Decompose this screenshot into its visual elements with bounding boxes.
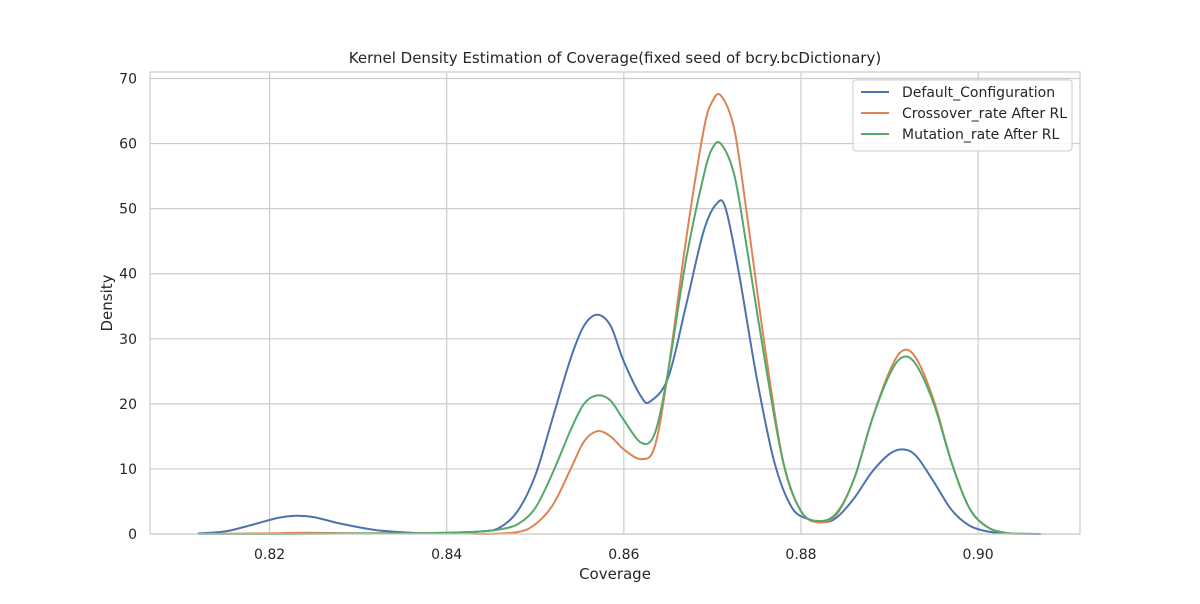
plot-frame [149,71,1081,535]
x-tick-labels: 0.82 0.84 0.86 0.88 0.90 [254,547,994,563]
legend: Default_Configuration Crossover_rate Afte… [852,79,1073,152]
y-tick-label: 50 [119,202,137,218]
x-tick-label: 0.86 [608,547,639,563]
series-lines [197,93,1042,536]
chart-title: Kernel Density Estimation of Coverage(fi… [349,49,881,67]
x-tick-label: 0.82 [254,547,285,563]
y-axis-title: Density [98,274,116,331]
y-tick-label: 20 [119,397,137,413]
x-axis-title: Coverage [579,565,651,583]
y-tick-label: 10 [119,462,137,478]
y-tick-label: 40 [119,267,137,283]
y-tick-labels: 0 10 20 30 40 50 60 70 [119,72,137,543]
y-tick-label: 0 [128,527,137,543]
x-tick-label: 0.90 [963,547,994,563]
legend-label: Mutation_rate After RL [902,127,1060,143]
legend-box [852,79,1073,152]
x-tick-label: 0.88 [785,547,816,563]
series-line-3 [197,141,1024,536]
series-line-2 [197,93,1024,535]
y-tick-label: 30 [119,332,137,348]
y-tick-label: 60 [119,137,137,153]
legend-label: Default_Configuration [902,85,1055,101]
legend-label: Crossover_rate After RL [902,106,1067,122]
y-tick-label: 70 [119,72,137,88]
x-tick-label: 0.84 [431,547,462,563]
series-line-1 [197,199,1042,535]
